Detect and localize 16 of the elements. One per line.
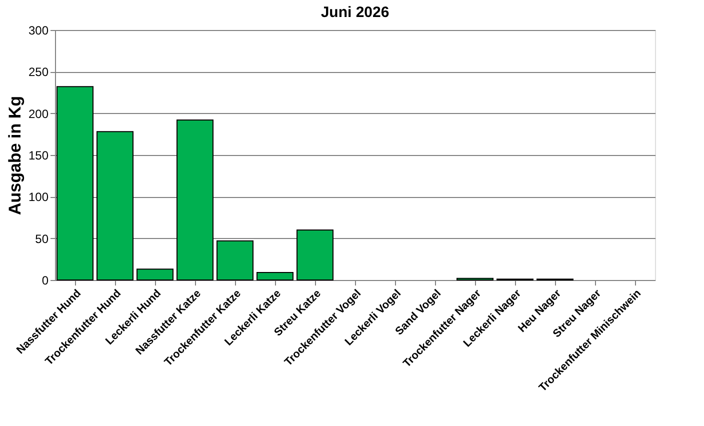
y-tick-label: 0	[42, 274, 49, 288]
bar	[96, 131, 134, 280]
bar	[136, 268, 174, 280]
y-tick-label: 300	[28, 24, 49, 38]
chart-title: Juni 2026	[320, 4, 390, 21]
bar	[256, 272, 294, 280]
y-tick-label: 150	[28, 148, 49, 162]
bar	[216, 240, 254, 280]
bar	[176, 120, 214, 280]
y-tick-label: 200	[28, 106, 49, 121]
y-tick-label: 50	[35, 232, 49, 246]
bar	[296, 230, 334, 280]
bar	[56, 86, 94, 280]
y-tick-label: 100	[28, 190, 49, 204]
y-tick-label: 250	[28, 65, 49, 80]
y-axis-title: Ausgabe in Kg	[5, 96, 24, 216]
